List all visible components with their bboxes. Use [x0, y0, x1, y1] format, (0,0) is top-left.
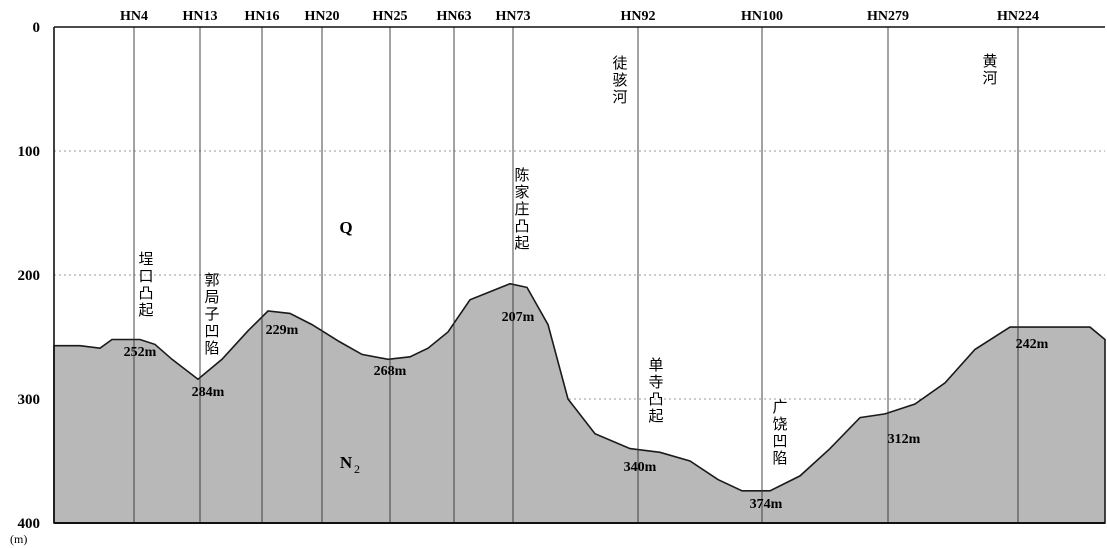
svg-text:广: 广	[772, 398, 787, 416]
svg-text:郭: 郭	[204, 271, 219, 289]
well-label-hn13: HN13	[183, 9, 218, 24]
well-label-hn224: HN224	[997, 9, 1039, 24]
n2-area	[53, 282, 1106, 524]
strata-label-n2-subscript: 2	[354, 462, 360, 476]
well-label-hn25: HN25	[373, 9, 408, 24]
well-label-hn73: HN73	[496, 9, 531, 24]
depth-label-2: 284m	[192, 385, 225, 400]
depth-label-1: 252m	[124, 345, 157, 360]
strata-label-n2: N	[340, 453, 353, 472]
plot-frame	[53, 26, 1105, 524]
svg-text:凸: 凸	[514, 217, 529, 235]
svg-text:单: 单	[648, 356, 663, 374]
y-tick-100: 100	[18, 144, 41, 160]
svg-text:口: 口	[138, 267, 153, 285]
structure-label-4: 徒骇河	[612, 54, 627, 106]
svg-text:凸: 凸	[648, 390, 663, 408]
svg-text:局: 局	[204, 288, 219, 306]
well-label-hn279: HN279	[867, 9, 909, 24]
well-label-hn63: HN63	[437, 9, 472, 24]
svg-text:骇: 骇	[612, 71, 627, 89]
svg-text:陈: 陈	[514, 166, 529, 184]
depth-label-7: 374m	[750, 497, 783, 512]
depth-label-6: 340m	[624, 460, 657, 475]
y-axis-ticks: 0 100 200 300 400(m)	[10, 20, 40, 546]
svg-text:寺: 寺	[648, 373, 663, 391]
svg-text:凹: 凹	[772, 432, 787, 450]
strata-label-q: Q	[339, 218, 352, 237]
depth-label-8: 312m	[888, 432, 921, 447]
well-labels: HN4 HN13 HN16 HN20 HN25 HN63 HN73 HN92 HN100 HN27…	[120, 9, 1039, 24]
depth-label-9: 242m	[1016, 337, 1049, 352]
well-label-hn4: HN4	[120, 9, 148, 24]
depth-label-4: 268m	[374, 364, 407, 379]
svg-text:凹: 凹	[204, 322, 219, 340]
svg-text:陷: 陷	[204, 339, 219, 357]
svg-text:起: 起	[648, 407, 663, 425]
y-tick-300: 300	[18, 392, 41, 408]
depth-label-3: 229m	[266, 323, 299, 338]
y-tick-400: 400	[18, 516, 41, 532]
depth-labels: 252m 284m 229m 268m 207m 340m 374m 312m 242m	[124, 310, 1049, 512]
well-label-hn16: HN16	[245, 9, 280, 24]
svg-text:庄: 庄	[514, 200, 529, 218]
svg-text:陷: 陷	[772, 449, 787, 467]
y-unit-label: (m)	[10, 532, 27, 546]
svg-text:河: 河	[982, 69, 997, 87]
structure-label-7: 黄河	[982, 52, 997, 87]
svg-text:家: 家	[514, 183, 529, 201]
svg-text:起: 起	[138, 301, 153, 319]
y-tick-0: 0	[33, 20, 41, 36]
well-label-hn92: HN92	[621, 9, 656, 24]
svg-text:河: 河	[612, 88, 627, 106]
svg-text:埕: 埕	[138, 250, 153, 268]
svg-text:起: 起	[514, 234, 529, 252]
strata-labels: Q N 2	[339, 218, 360, 476]
svg-text:黄: 黄	[982, 52, 997, 70]
svg-text:凸: 凸	[138, 284, 153, 302]
svg-text:饶: 饶	[772, 415, 787, 433]
svg-text:子: 子	[204, 305, 219, 323]
well-lines	[133, 27, 1019, 523]
well-label-hn20: HN20	[305, 9, 340, 24]
svg-text:徒: 徒	[612, 54, 627, 72]
depth-label-5: 207m	[502, 310, 535, 325]
well-label-hn100: HN100	[741, 9, 783, 24]
y-tick-200: 200	[18, 268, 41, 284]
